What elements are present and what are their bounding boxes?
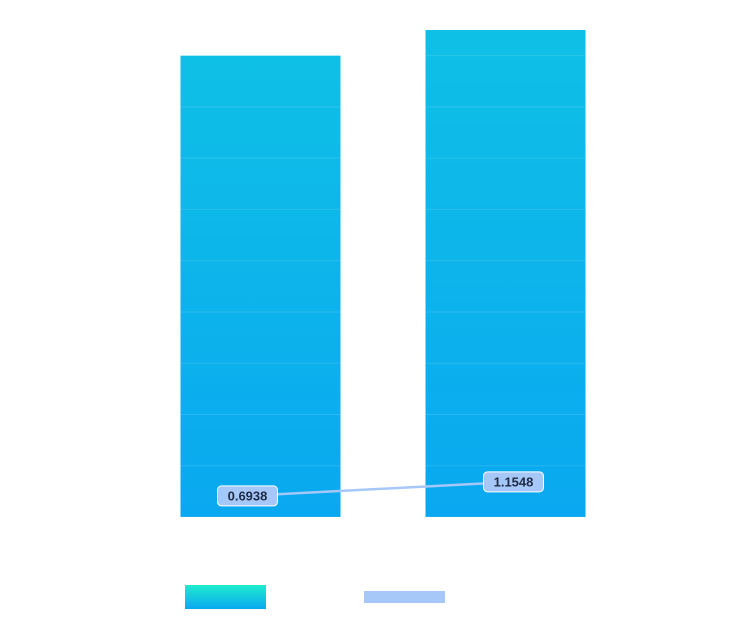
legend-swatch[interactable] [364,591,445,603]
grid [180,55,585,518]
lines: 0.6938 1.1548 [217,471,544,507]
data-label-box [483,471,544,493]
data-label: 0.6938 [228,488,268,503]
line [247,480,514,498]
data-label-box [217,485,278,507]
bar [425,30,586,517]
bar [180,55,341,517]
legend-swatch[interactable] [185,585,266,609]
bars [180,30,586,517]
data-label: 1.1548 [494,474,534,489]
